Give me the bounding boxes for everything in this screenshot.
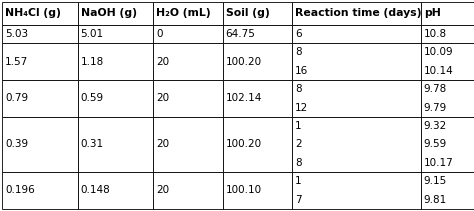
- Text: 0: 0: [156, 29, 163, 39]
- Bar: [223, 2, 292, 25]
- Bar: [78, 43, 153, 80]
- Text: 20: 20: [156, 185, 169, 195]
- Text: 16: 16: [295, 66, 309, 76]
- Bar: [78, 117, 153, 172]
- Text: 20: 20: [156, 57, 169, 67]
- Bar: [421, 80, 474, 117]
- Bar: [292, 25, 421, 43]
- Bar: [292, 80, 421, 117]
- Bar: [292, 117, 421, 172]
- Text: 8: 8: [295, 47, 302, 57]
- Text: 0.79: 0.79: [5, 93, 28, 103]
- Text: 10.17: 10.17: [424, 158, 454, 168]
- Bar: [292, 172, 421, 209]
- Text: 2: 2: [295, 139, 302, 149]
- Bar: [2, 43, 78, 80]
- Text: 100.20: 100.20: [226, 57, 262, 67]
- Bar: [153, 43, 223, 80]
- Text: 9.81: 9.81: [424, 195, 447, 205]
- Bar: [78, 80, 153, 117]
- Bar: [2, 172, 78, 209]
- Text: Soil (g): Soil (g): [226, 8, 269, 19]
- Text: 7: 7: [295, 195, 302, 205]
- Bar: [153, 172, 223, 209]
- Text: 12: 12: [295, 103, 309, 113]
- Bar: [223, 117, 292, 172]
- Text: 10.8: 10.8: [424, 29, 447, 39]
- Text: 0.59: 0.59: [81, 93, 104, 103]
- Bar: [2, 25, 78, 43]
- Text: 1.18: 1.18: [81, 57, 104, 67]
- Text: 8: 8: [295, 84, 302, 94]
- Bar: [2, 117, 78, 172]
- Text: H₂O (mL): H₂O (mL): [156, 8, 211, 19]
- Bar: [2, 2, 78, 25]
- Text: NH₄Cl (g): NH₄Cl (g): [5, 8, 61, 19]
- Text: 8: 8: [295, 158, 302, 168]
- Bar: [421, 43, 474, 80]
- Text: pH: pH: [424, 8, 441, 19]
- Text: 100.20: 100.20: [226, 139, 262, 149]
- Text: 9.15: 9.15: [424, 176, 447, 186]
- Bar: [421, 25, 474, 43]
- Text: 20: 20: [156, 139, 169, 149]
- Bar: [153, 2, 223, 25]
- Text: 10.14: 10.14: [424, 66, 454, 76]
- Text: 9.32: 9.32: [424, 121, 447, 131]
- Text: 5.01: 5.01: [81, 29, 104, 39]
- Text: NaOH (g): NaOH (g): [81, 8, 137, 19]
- Text: 10.09: 10.09: [424, 47, 454, 57]
- Bar: [153, 80, 223, 117]
- Text: 0.39: 0.39: [5, 139, 28, 149]
- Bar: [2, 80, 78, 117]
- Bar: [153, 117, 223, 172]
- Bar: [223, 80, 292, 117]
- Text: 0.31: 0.31: [81, 139, 104, 149]
- Text: 9.78: 9.78: [424, 84, 447, 94]
- Text: Reaction time (days): Reaction time (days): [295, 8, 422, 19]
- Text: 5.03: 5.03: [5, 29, 28, 39]
- Bar: [223, 172, 292, 209]
- Text: 0.148: 0.148: [81, 185, 110, 195]
- Text: 20: 20: [156, 93, 169, 103]
- Bar: [78, 2, 153, 25]
- Bar: [421, 117, 474, 172]
- Bar: [292, 2, 421, 25]
- Bar: [153, 25, 223, 43]
- Text: 1: 1: [295, 121, 302, 131]
- Text: 100.10: 100.10: [226, 185, 262, 195]
- Text: 9.79: 9.79: [424, 103, 447, 113]
- Text: 0.196: 0.196: [5, 185, 35, 195]
- Bar: [223, 43, 292, 80]
- Bar: [223, 25, 292, 43]
- Text: 1: 1: [295, 176, 302, 186]
- Text: 6: 6: [295, 29, 302, 39]
- Text: 102.14: 102.14: [226, 93, 262, 103]
- Text: 1.57: 1.57: [5, 57, 28, 67]
- Text: 9.59: 9.59: [424, 139, 447, 149]
- Text: 64.75: 64.75: [226, 29, 255, 39]
- Bar: [78, 172, 153, 209]
- Bar: [421, 172, 474, 209]
- Bar: [78, 25, 153, 43]
- Bar: [421, 2, 474, 25]
- Bar: [292, 43, 421, 80]
